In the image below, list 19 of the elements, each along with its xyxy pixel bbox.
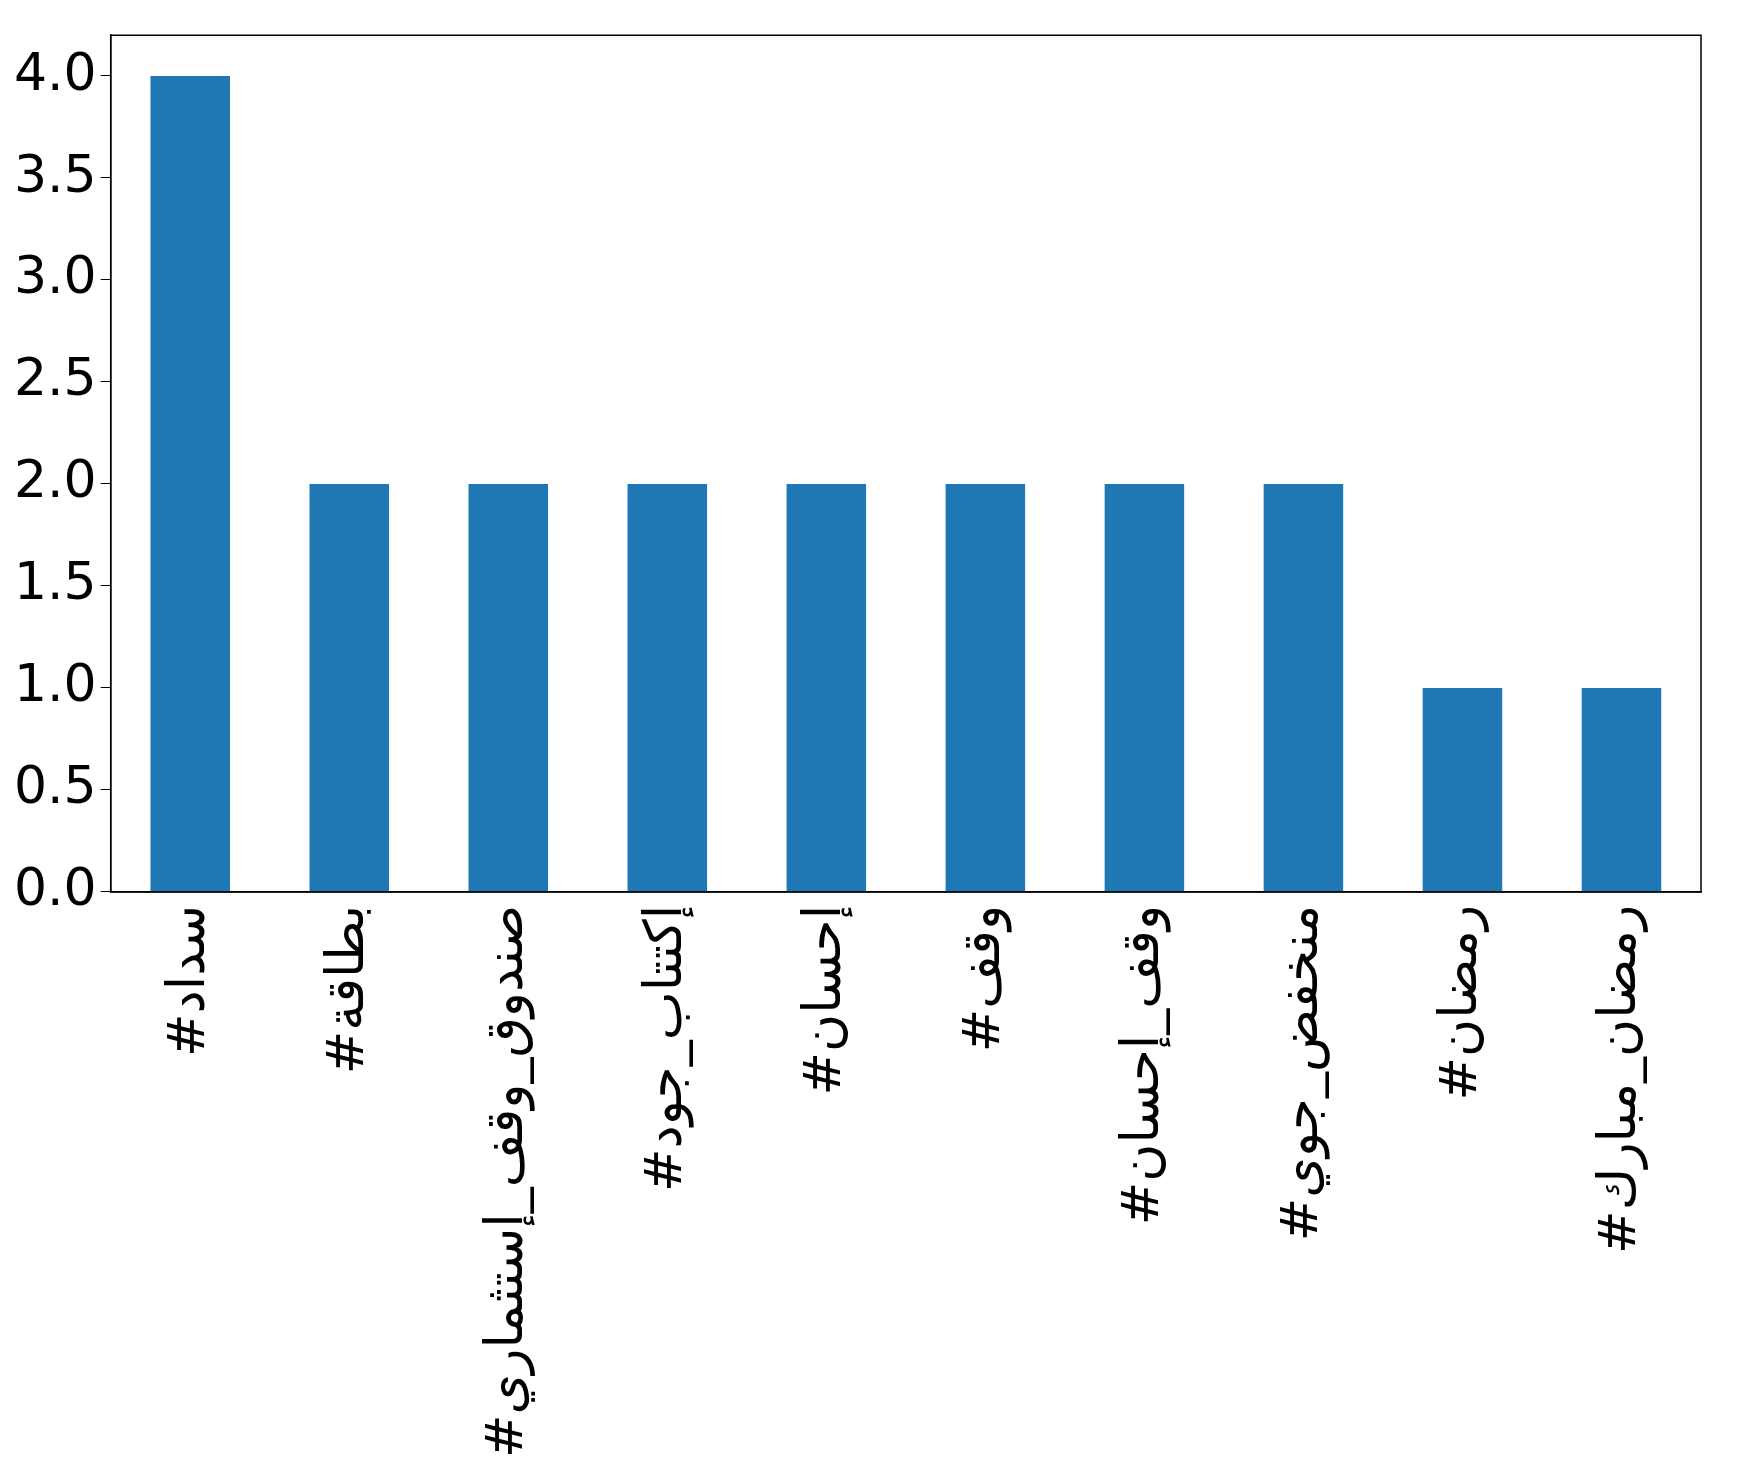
y-tick-label: 0.5 xyxy=(13,755,97,816)
y-tick-label: 3.5 xyxy=(13,143,97,204)
y-tick-label: 1.0 xyxy=(13,653,97,714)
x-tick-label: #صندوق_وقف_إستثماري xyxy=(473,904,535,1459)
x-tick-label: #إكتتاب_جود xyxy=(632,904,694,1193)
x-tick-label: #رمضان_مبارك xyxy=(1587,904,1648,1254)
y-tick-label: 4.0 xyxy=(13,41,97,102)
x-tick-label: #منخفض_جوي xyxy=(1268,904,1330,1242)
x-tick-label: #سداد xyxy=(155,904,216,1057)
y-tick-label: 1.5 xyxy=(13,551,97,612)
x-tick-label: #إحسان xyxy=(791,904,853,1096)
y-tick-label: 2.0 xyxy=(13,449,97,510)
x-tick-label: #وقف_إحسان xyxy=(1109,904,1171,1226)
x-tick-label: #بطاقة xyxy=(314,904,375,1075)
x-tick-label: #وقف xyxy=(950,904,1012,1053)
y-tick-label: 3.0 xyxy=(13,245,97,306)
y-tick-label: 0.0 xyxy=(13,857,97,918)
y-tick-label: 2.5 xyxy=(13,347,97,408)
x-tick-label: #رمضان xyxy=(1427,904,1489,1101)
